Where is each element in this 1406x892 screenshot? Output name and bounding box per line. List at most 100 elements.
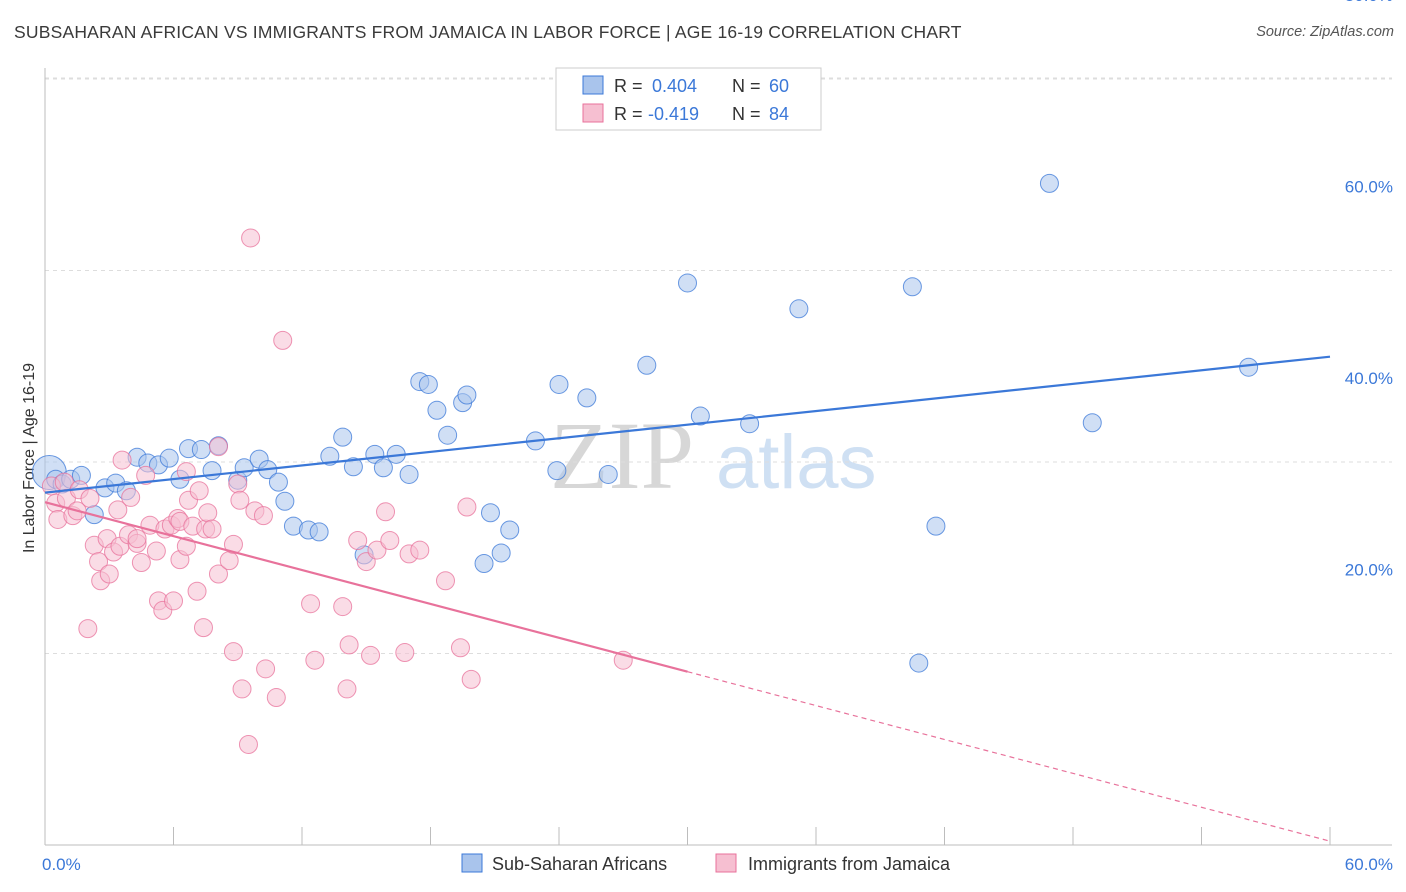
sub-saharan-point [1082,413,1102,433]
jamaica-point [337,679,357,699]
legend-n-value-1: 60 [769,76,789,96]
bottom-legend: Sub-Saharan Africans Immigrants from Jam… [461,853,951,874]
jamaica-point [348,531,368,551]
jamaica-point [305,650,325,670]
legend-swatch-blue [582,75,604,95]
jamaica-point [410,540,430,560]
y-tick-label: 60.0% [1345,178,1393,197]
jamaica-point [208,564,228,584]
jamaica-point [223,534,243,554]
sub-saharan-point [343,457,363,477]
jamaica-point [80,488,100,508]
legend-r-label-2: R = [614,104,643,124]
sub-saharan-point [678,273,697,293]
y-tick-label: 80.0% [1345,0,1393,5]
jamaica-point [376,502,396,522]
watermark: ZIP atlas [550,402,877,509]
series-immigrants-from-jamaica [41,228,633,754]
jamaica-point [108,500,128,520]
blue-trend-line [44,355,1331,494]
jamaica-point [435,571,455,591]
legend-r-label-1: R = [614,76,643,96]
sub-saharan-point [191,440,211,460]
y-tick-label: 20.0% [1345,561,1393,580]
jamaica-point [361,645,381,665]
jamaica-point [367,540,387,560]
sub-saharan-point [320,446,340,466]
bottom-legend-label-2: Immigrants from Jamaica [748,854,951,874]
jamaica-point [208,437,228,457]
jamaica-point [131,553,151,573]
jamaica-point [146,541,166,561]
jamaica-point [193,618,213,638]
jamaica-point [241,228,261,248]
jamaica-point [457,497,477,517]
jamaica-point [253,506,273,526]
sub-saharan-point [333,427,353,447]
jamaica-point [380,531,400,551]
jamaica-point [232,679,252,699]
jamaica-point [219,551,239,571]
legend-swatch-pink [582,103,604,123]
jamaica-point [202,519,222,539]
jamaica-point [99,564,119,584]
x-tick-label: 60.0% [1345,855,1393,874]
sub-saharan-point [598,464,618,484]
sub-saharan-point [480,503,500,523]
sub-saharan-point [202,461,222,481]
jamaica-point [450,638,470,658]
jamaica-point [89,552,109,572]
sub-saharan-point [418,374,438,394]
legend-r-value-1: 0.404 [652,76,697,96]
bottom-legend-swatch-blue [461,853,483,873]
x-tick-marks [173,827,1331,845]
sub-saharan-point [926,516,946,536]
sub-saharan-point [909,653,929,673]
watermark-atlas: atlas [716,420,877,505]
sub-saharan-point [1039,173,1059,193]
sub-saharan-point [268,472,288,492]
watermark-zip: ZIP [550,402,694,509]
jamaica-point [112,450,132,470]
sub-saharan-point [500,520,520,540]
jamaica-point [301,594,321,614]
trend-lines [44,355,1331,842]
legend-n-value-2: 84 [769,104,789,124]
jamaica-point [339,635,359,655]
legend-n-label-2: N = [732,104,761,124]
jamaica-point [198,503,218,523]
jamaica-point [136,465,156,485]
jamaica-point [256,659,276,679]
jamaica-point [266,688,286,708]
jamaica-point [230,490,250,510]
sub-saharan-point [159,448,179,468]
sub-saharan-point [438,425,458,445]
y-axis-label: In Labor Force | Age 16-19 [21,363,38,553]
bottom-legend-label-1: Sub-Saharan Africans [492,854,667,874]
jamaica-point [333,597,353,617]
x-tick-label: 0.0% [42,855,81,874]
sub-saharan-point [399,464,419,484]
jamaica-point [127,529,147,549]
source-credit: Source: ZipAtlas.com [1256,24,1394,40]
sub-saharan-point [373,458,393,478]
legend-r-value-2: -0.419 [648,104,699,124]
sub-saharan-point [275,491,295,511]
jamaica-point [121,487,141,507]
jamaica-point [78,619,98,639]
sub-saharan-point [577,388,597,408]
jamaica-point [189,481,209,501]
bottom-legend-swatch-pink [715,853,737,873]
jamaica-point [228,474,248,494]
sub-saharan-point [1239,357,1259,377]
sub-saharan-point [491,543,511,563]
sub-saharan-point [902,277,922,297]
jamaica-point [238,734,258,754]
sub-saharan-point [309,522,329,542]
pink-trend-line-extension [687,671,1331,842]
jamaica-point [395,643,415,663]
jamaica-point [273,330,293,350]
pink-trend-line [44,501,688,673]
sub-saharan-point [637,355,657,375]
